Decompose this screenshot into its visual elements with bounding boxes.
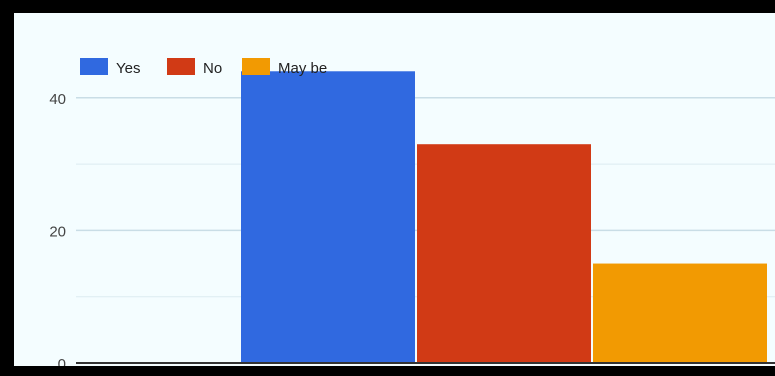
bar-chart: 0 20 40 Yes No May be	[49, 58, 775, 366]
bar-no	[417, 144, 591, 363]
legend-swatch-no	[167, 58, 195, 75]
bar-may-be	[593, 263, 767, 363]
legend-label-yes: Yes	[116, 60, 140, 77]
legend-label-no: No	[203, 60, 222, 77]
chart-panel: 0 20 40 Yes No May be	[14, 13, 775, 366]
y-tick-label: 0	[58, 356, 66, 366]
legend-swatch-yes	[80, 58, 108, 75]
legend-item-yes: Yes	[80, 58, 140, 77]
y-axis-ticks: 0 20 40	[49, 91, 66, 366]
legend-swatch-may-be	[242, 58, 270, 75]
legend-item-no: No	[167, 58, 222, 77]
y-tick-label: 40	[49, 91, 66, 108]
legend-item-may-be: May be	[242, 58, 327, 77]
legend-label-may-be: May be	[278, 60, 327, 77]
bars	[241, 71, 767, 363]
y-tick-label: 20	[49, 223, 66, 240]
bar-yes	[241, 71, 415, 363]
legend: Yes No May be	[80, 58, 327, 77]
